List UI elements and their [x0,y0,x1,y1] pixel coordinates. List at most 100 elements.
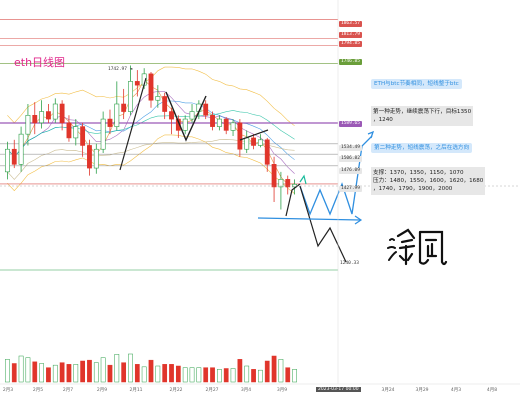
price-levels [0,19,338,271]
volume-bar-20 [141,366,147,383]
volume-bar-24 [169,364,174,383]
candle-body-3 [25,115,31,135]
x-tick-label: 2月5 [32,388,44,393]
volume-bar-18 [128,353,133,383]
candle-body-32 [223,118,229,131]
candle-body-22 [155,96,161,101]
drawn-horizontal-arrow [257,217,361,221]
note-resistance: 压力：1480，1550，1600，1620，1680 [373,178,484,184]
volume-bar-13 [93,362,99,383]
volume-bar-19 [134,364,140,383]
candle-body-5 [39,111,45,124]
volume-bar-30 [210,367,215,383]
volume-bar-22 [155,365,161,383]
volume-bar-26 [182,367,188,383]
volume-bar-23 [162,364,168,383]
note-eth-follows-btc: ETH与btc节奏相同，短线整于btc [371,79,462,89]
candle-body-4 [32,115,38,124]
volume-bars [5,353,297,383]
candle-body-12 [87,145,92,169]
volume-bar-10 [73,364,79,383]
x-tick-label: 3月29 [415,388,429,393]
note-scenario-one-line1: 第一种走势，继续震荡下行，目标1350 [373,109,472,115]
volume-bar-40 [278,359,284,383]
candle-body-26 [182,118,188,131]
candle-body-9 [66,122,72,139]
candle-body-30 [210,115,215,127]
level-label-1794: 1794.85 [339,41,362,47]
candle-body-37 [257,139,263,146]
indicator-line-2 [7,100,295,160]
candle-body-40 [278,179,284,188]
volume-bar-41 [285,367,291,383]
volume-bar-37 [258,369,263,383]
x-tick-label: 2月3 [2,388,14,393]
x-tick-label: 2月22 [169,388,183,393]
x-tick-label: 2月7 [62,388,74,393]
volume-bar-34 [237,359,243,383]
level-label-1746: 1746.85 [339,59,362,65]
candle-body-27 [189,111,195,120]
candle-body-36 [251,137,256,146]
drawn-horizontal-arrowhead [354,215,363,225]
x-tick-label: 3月9 [276,388,288,393]
candle-body-2 [18,133,24,165]
candle-body-19 [134,81,140,86]
volume-bar-0 [5,359,10,383]
candle-body-17 [121,103,127,112]
note-scenario-one-line2: ，1240 [373,117,393,123]
volume-bar-25 [175,365,181,383]
volume-bar-1 [11,363,17,383]
candle-body-23 [162,96,168,112]
candle-body-21 [148,73,154,101]
volume-bar-16 [114,354,120,383]
volume-bar-36 [251,369,256,383]
drawn-scenario-two-arrowhead [367,130,375,139]
drawn-trend-small [239,129,269,141]
candle-body-11 [80,126,86,146]
volume-bar-27 [189,367,195,383]
candle-body-42 [292,183,298,188]
candle-body-29 [203,103,209,116]
note-scenario-two: 第二种走势，短线震荡，之后在选方向 [371,143,473,153]
volume-bar-28 [196,367,202,383]
low-price-label: 1240.33 [340,261,359,266]
indicator-line-5 [7,110,295,158]
chart-title: eth日线图 [14,56,66,69]
x-tick-label: 2月9 [96,388,108,393]
note-support: 支撑：1370，1350，1150，1070 [373,170,464,176]
candlesticks [4,65,298,210]
candle-body-38 [264,139,270,165]
level-label-1506: 1506.82 [339,156,362,162]
volume-bar-3 [25,357,31,383]
candle-body-18 [128,81,133,112]
candle-body-41 [285,179,291,188]
indicator-line-4 [7,134,295,194]
candle-body-24 [169,111,174,120]
volume-bar-12 [87,359,92,383]
volume-bar-29 [203,367,209,383]
candle-body-16 [114,103,120,127]
x-tick-label: 4月8 [486,388,498,393]
note-resistance-cont: ，1740，1790，1900，2000 [373,186,453,192]
x-tick-label: 2月11 [129,388,143,393]
candle-body-6 [46,111,51,120]
level-label-1534: 1534.49 [339,145,362,151]
volume-bar-2 [18,355,24,383]
signature-calligraphy [387,228,448,266]
candle-body-31 [216,118,222,127]
volume-bar-35 [244,365,250,383]
candle-body-1 [11,148,17,165]
candle-body-33 [230,122,236,131]
candle-body-39 [271,164,277,188]
volume-bar-17 [121,362,127,383]
volume-bar-9 [66,364,72,383]
candle-body-14 [100,118,106,150]
volume-bar-38 [264,360,270,383]
x-tick-label: 4月3 [450,388,462,393]
level-label-1813: 1813.79 [339,32,362,38]
volume-bar-31 [217,369,222,383]
candle-body-13 [93,148,99,169]
level-label-1863: 1863.57 [339,21,362,27]
